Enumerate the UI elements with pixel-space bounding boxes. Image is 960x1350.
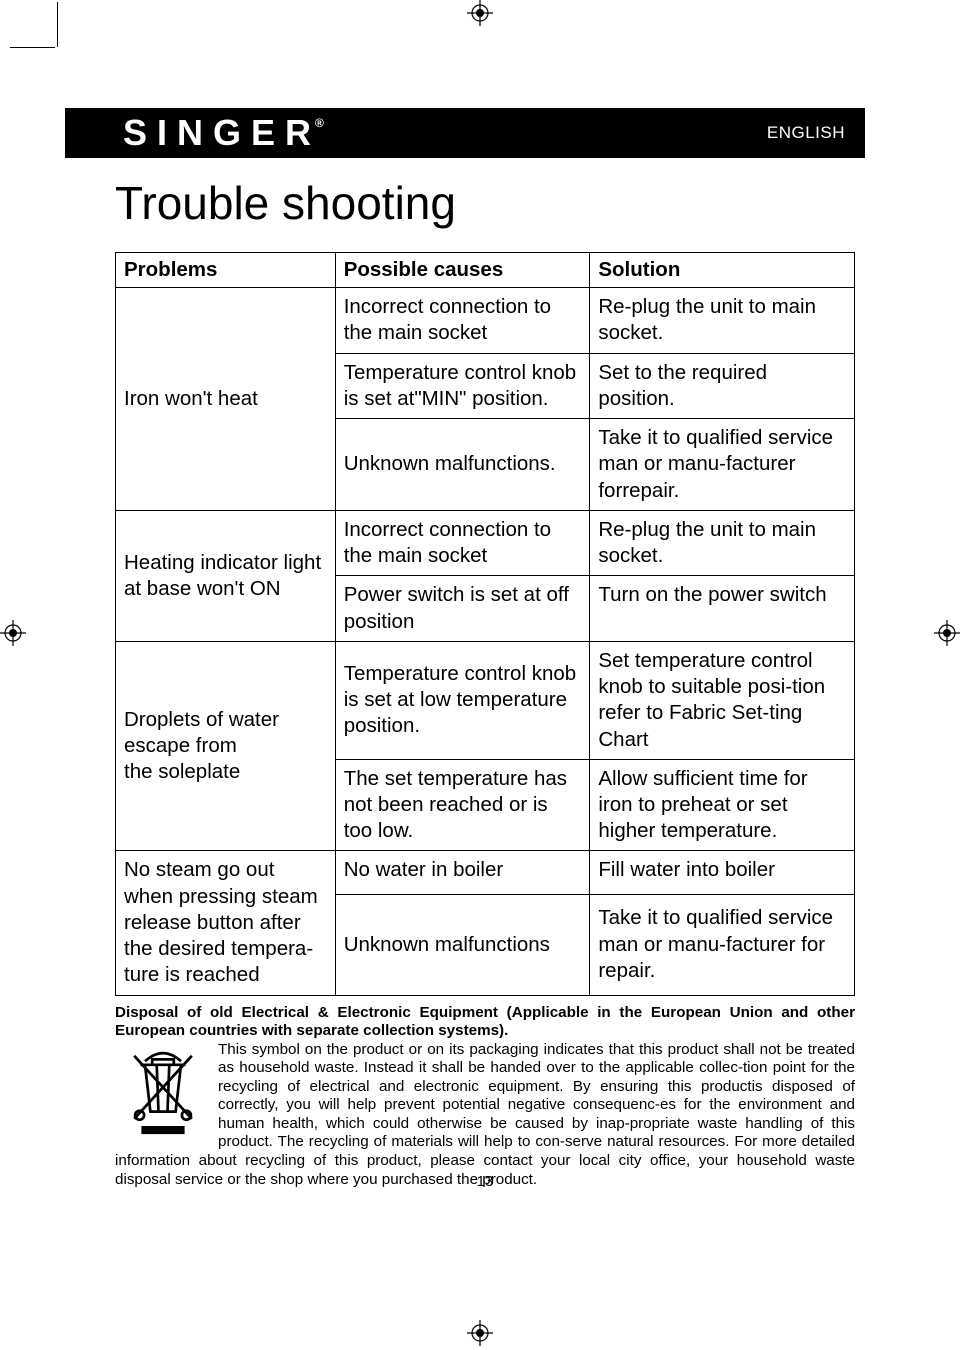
crop-mark (10, 47, 55, 48)
table-row: Droplets of water escape from the solepl… (116, 641, 855, 759)
cell-solution: Fill water into boiler (590, 851, 855, 894)
page: SINGER® ENGLISH Trouble shooting Problem… (0, 0, 960, 1350)
cell-cause: Incorrect connection to the main socket (335, 510, 590, 575)
col-solution: Solution (590, 253, 855, 288)
language-label: ENGLISH (767, 123, 845, 143)
table-row: Iron won't heat Incorrect connection to … (116, 288, 855, 353)
brand-logo: SINGER® (123, 112, 330, 154)
cell-cause: Unknown malfunctions (335, 894, 590, 995)
col-problems: Problems (116, 253, 336, 288)
weee-icon (115, 1045, 210, 1135)
cell-solution: Re-plug the unit to main socket. (590, 288, 855, 353)
registration-mark-icon (0, 620, 26, 646)
registration-mark-icon (467, 0, 493, 26)
cell-cause: Temperature control knob is set at"MIN" … (335, 353, 590, 418)
cell-cause: Incorrect connection to the main socket (335, 288, 590, 353)
disposal-body: This symbol on the product or on its pac… (115, 1041, 855, 1188)
table-header-row: Problems Possible causes Solution (116, 253, 855, 288)
content-area: SINGER® ENGLISH Trouble shooting Problem… (105, 108, 865, 1189)
page-number: 13 (115, 1173, 855, 1191)
brand-bar: SINGER® ENGLISH (105, 108, 865, 158)
cell-solution: Set temperature control knob to suitable… (590, 641, 855, 759)
cell-solution: Set to the required position. (590, 353, 855, 418)
cell-problem: Heating indicator light at base won't ON (116, 510, 336, 641)
crop-mark (57, 2, 58, 47)
cell-cause: Power switch is set at off position (335, 576, 590, 641)
cell-solution: Re-plug the unit to main socket. (590, 510, 855, 575)
cell-problem: Droplets of water escape from the solepl… (116, 641, 336, 851)
cell-problem: Iron won't heat (116, 288, 336, 511)
disposal-heading: Disposal of old Electrical & Electronic … (115, 1004, 855, 1040)
registration-mark-icon (467, 1320, 493, 1346)
table-row: Heating indicator light at base won't ON… (116, 510, 855, 575)
registration-mark-icon (934, 620, 960, 646)
cell-cause: No water in boiler (335, 851, 590, 894)
cell-solution: Take it to qualified service man or manu… (590, 894, 855, 995)
cell-solution: Turn on the power switch (590, 576, 855, 641)
table-row: No steam go out when pressing steam rele… (116, 851, 855, 894)
brand-text: SINGER (123, 112, 321, 153)
troubleshooting-table: Problems Possible causes Solution Iron w… (115, 252, 855, 996)
cell-solution: Take it to qualified service man or manu… (590, 419, 855, 511)
cell-cause: The set temperature has not been reached… (335, 759, 590, 851)
registered-mark: ® (315, 116, 324, 130)
page-title: Trouble shooting (115, 176, 865, 230)
col-causes: Possible causes (335, 253, 590, 288)
cell-cause: Temperature control knob is set at low t… (335, 641, 590, 759)
cell-cause: Unknown malfunctions. (335, 419, 590, 511)
cell-solution: Allow sufficient time for iron to prehea… (590, 759, 855, 851)
cell-problem: No steam go out when pressing steam rele… (116, 851, 336, 995)
disposal-section: Disposal of old Electrical & Electronic … (115, 1004, 855, 1190)
brand-bar-notch (45, 108, 65, 158)
